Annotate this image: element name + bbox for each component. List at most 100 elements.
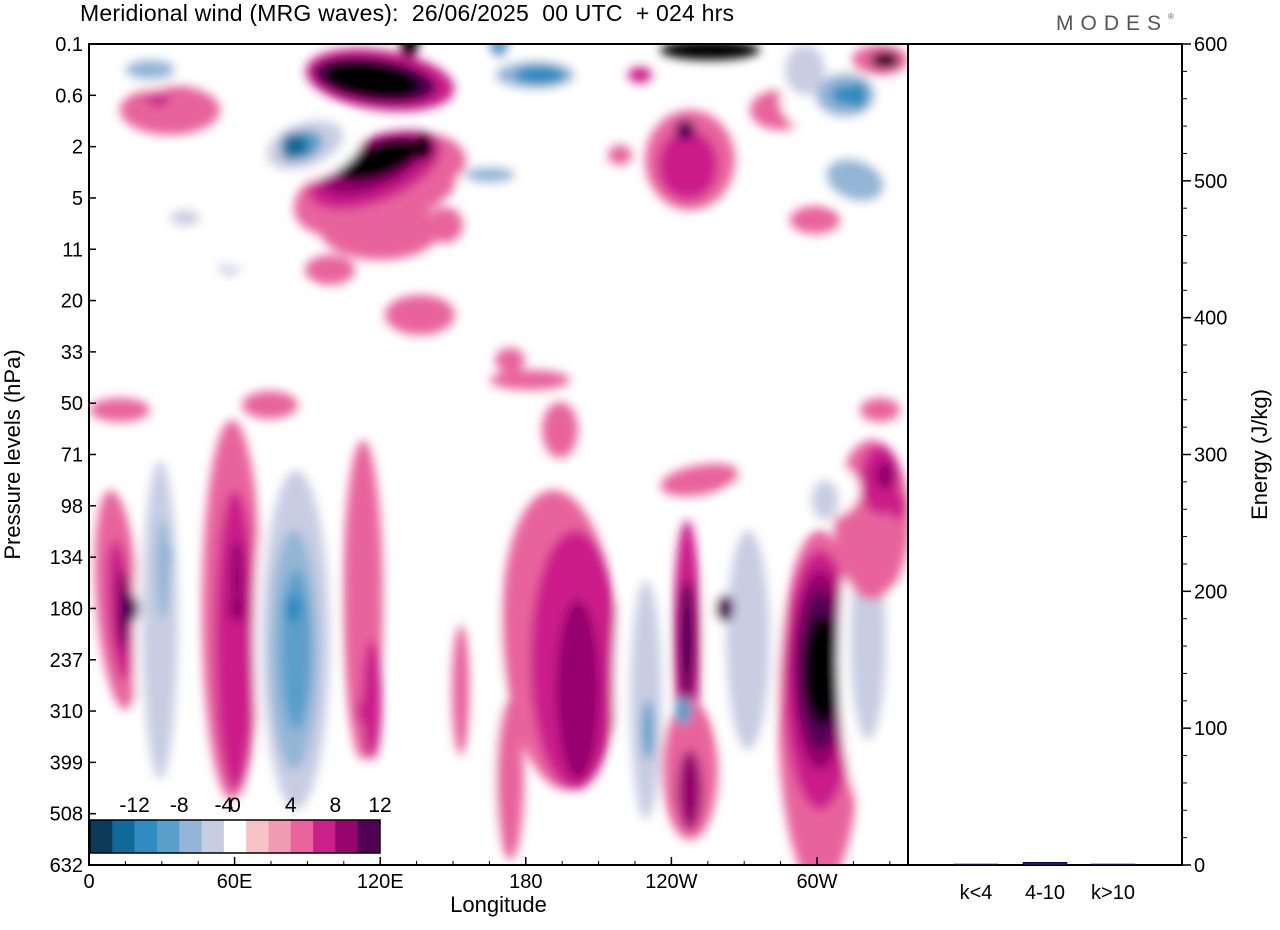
- energy-category-label: 4-10: [1025, 882, 1065, 904]
- contour-shape: [212, 243, 268, 267]
- y-axis-title: Pressure levels (hPa): [0, 349, 25, 559]
- wind-feature: [228, 594, 247, 623]
- y-tick-label: 508: [50, 804, 83, 826]
- contour-shape: [556, 600, 600, 780]
- contour-shape: [142, 460, 178, 780]
- colorbar-tick-label: -12: [119, 794, 149, 817]
- x-axis-title: Longitude: [450, 892, 547, 917]
- y-tick-label: 20: [61, 291, 83, 313]
- contour-shape: [90, 398, 150, 422]
- colorbar-swatch: [112, 820, 135, 853]
- heatmap-field: [89, 44, 908, 865]
- wind-feature: [812, 645, 831, 674]
- contour-shape: [385, 295, 455, 335]
- energy-axis-title: Energy (J/kg): [1247, 389, 1272, 520]
- x-tick-label: 180: [509, 871, 542, 893]
- y-tick-label: 134: [50, 547, 83, 569]
- y-tick-label: 237: [50, 650, 83, 672]
- colorbar-tick-label: -8: [170, 794, 189, 817]
- contour-shape: [608, 145, 632, 165]
- wind-feature: [283, 594, 302, 623]
- y-tick-label: 399: [50, 752, 83, 774]
- contour-shape: [475, 570, 503, 865]
- contour-shape: [452, 625, 470, 755]
- contour-shape: [230, 285, 330, 335]
- wind-feature: [674, 697, 693, 726]
- contour-shape: [515, 65, 565, 85]
- contour-shape: [825, 158, 885, 202]
- energy-tick-label: 400: [1194, 308, 1227, 330]
- contour-shape: [130, 306, 190, 334]
- contour-shape: [496, 700, 524, 860]
- energy-tick-label: 600: [1194, 34, 1227, 56]
- y-tick-label: 180: [50, 598, 83, 620]
- colorbar-swatch: [268, 820, 292, 853]
- energy-category-label: k>10: [1091, 882, 1135, 904]
- colorbar-swatch: [335, 820, 358, 853]
- brand-logo: MODES®: [1056, 12, 1174, 35]
- x-tick-label: 120E: [357, 871, 404, 893]
- contour-shape: [675, 120, 695, 140]
- contour-shape: [340, 138, 420, 182]
- contour-shape: [281, 570, 311, 730]
- contour-shape: [217, 680, 233, 740]
- contour-shape: [642, 700, 654, 760]
- colorbar-swatch: [290, 820, 314, 853]
- energy-tick-label: 100: [1194, 718, 1227, 740]
- energy-category-label: k<4: [960, 882, 993, 904]
- wind-feature: [490, 44, 509, 58]
- contour-shape: [760, 393, 840, 417]
- y-tick-label: 11: [62, 239, 83, 261]
- contour-shape: [120, 85, 220, 135]
- y-tick-label: 310: [50, 701, 83, 723]
- contour-shape: [660, 44, 760, 60]
- y-tick-label: 50: [61, 393, 83, 415]
- contour-shape: [396, 580, 424, 800]
- wind-feature: [414, 132, 433, 161]
- colorbar-swatch: [179, 820, 202, 853]
- contour-shape: [170, 210, 200, 226]
- colorbar-swatch: [223, 820, 247, 853]
- x-tick-label: 120W: [645, 871, 697, 893]
- wind-feature: [121, 594, 140, 623]
- contour-shape: [726, 530, 770, 750]
- contour-shape: [215, 490, 255, 790]
- contour-shape: [740, 455, 860, 525]
- wind-feature: [849, 81, 868, 110]
- contour-shape: [628, 67, 652, 83]
- contour-shape: [242, 391, 298, 419]
- energy-bar: [1022, 862, 1068, 866]
- colorbar-tick-label: 0: [229, 794, 241, 817]
- contour-shape: [427, 207, 463, 243]
- energy-bar: [1090, 863, 1136, 866]
- contour-shape: [875, 460, 895, 490]
- y-tick-label: 33: [61, 342, 83, 364]
- contour-shape: [490, 370, 570, 390]
- colorbar-tick-label: 4: [285, 794, 297, 817]
- y-tick-label: 2: [72, 137, 83, 159]
- contour-shape: [630, 580, 662, 820]
- contour-shape: [495, 348, 525, 372]
- colorbar-swatch: [134, 820, 158, 853]
- colorbar-tick-label: 12: [368, 794, 391, 817]
- contour-shape: [322, 60, 422, 100]
- y-tick-label: 0.6: [55, 85, 83, 107]
- contour-shape: [860, 398, 900, 422]
- chart-title: Meridional wind (MRG waves): 26/06/2025 …: [80, 0, 735, 26]
- colorbar-swatch: [90, 820, 113, 853]
- contour-shape: [542, 402, 578, 458]
- energy-bar: [953, 863, 999, 866]
- contour-shape: [785, 45, 825, 95]
- colorbar-swatch: [357, 820, 381, 853]
- y-tick-label: 98: [61, 496, 83, 518]
- wind-feature: [715, 594, 734, 623]
- y-tick-label: 632: [50, 855, 83, 877]
- contour-shape: [267, 344, 373, 396]
- contour-shape: [658, 130, 718, 200]
- x-tick-label: 0: [83, 871, 94, 893]
- energy-tick-label: 0: [1194, 855, 1205, 877]
- colorbar-swatch: [201, 820, 225, 853]
- contour-shape: [679, 580, 695, 700]
